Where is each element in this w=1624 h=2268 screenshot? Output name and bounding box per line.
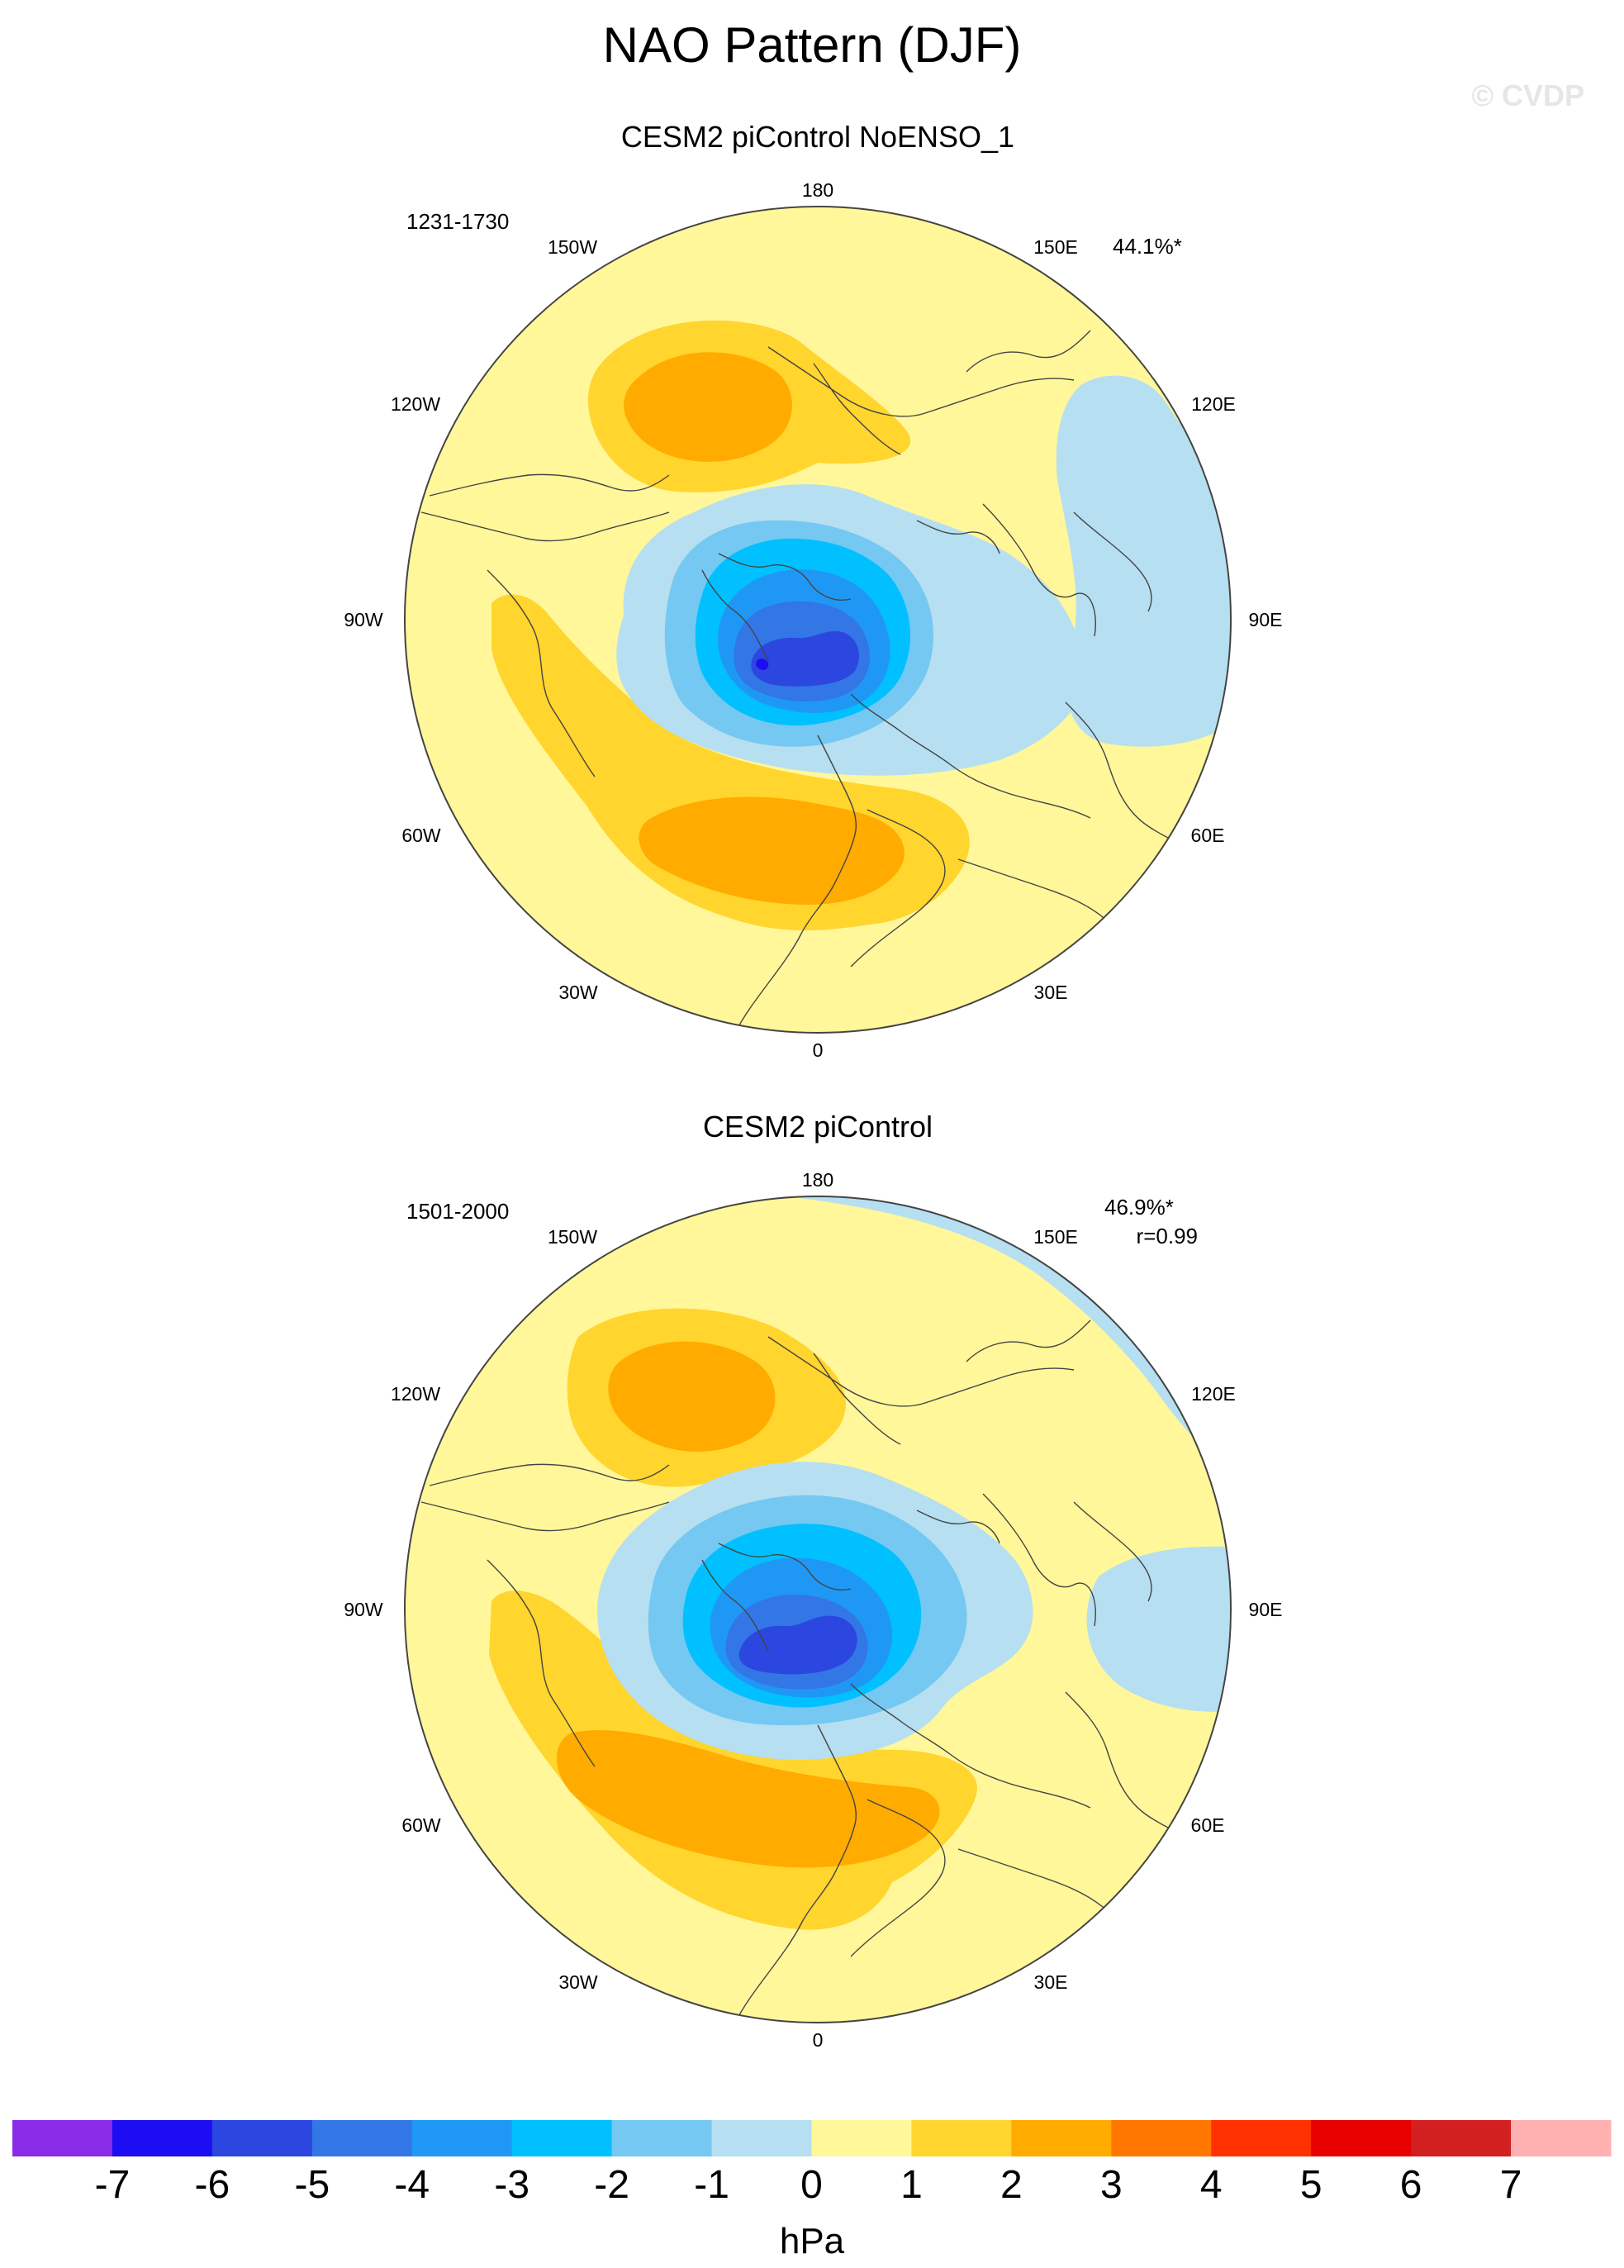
lon-label-30w: 30W	[558, 982, 598, 1003]
lon-label-180: 180	[802, 179, 833, 201]
slp-contour-field	[405, 207, 1231, 1033]
colorbar-tick-label: 4	[1200, 2163, 1223, 2207]
colorbar-tick-label: 2	[1000, 2163, 1023, 2207]
lon-label-120w: 120W	[391, 1383, 440, 1405]
map-boundary	[404, 1196, 1232, 2023]
lon-label-120w: 120W	[391, 393, 440, 415]
colorbar-swatch	[411, 2120, 513, 2156]
colorbar-swatch	[311, 2120, 413, 2156]
lon-label-30e: 30E	[1034, 1971, 1068, 1993]
lon-label-90w: 90W	[344, 609, 383, 630]
colorbar-swatch	[911, 2120, 1012, 2156]
colorbar-swatch	[1111, 2120, 1212, 2156]
colorbar-tick-label: -2	[594, 2163, 629, 2207]
lon-label-150w: 150W	[548, 236, 597, 258]
colorbar-tick-label: -4	[394, 2163, 430, 2207]
colorbar-tick-label: 3	[1100, 2163, 1123, 2207]
colorbar-swatch	[211, 2120, 313, 2156]
colorbar-swatch	[1211, 2120, 1312, 2156]
map-panel-bottom: CESM2 piControl 1501-2000 46.9%* r=0.99 …	[344, 1110, 1282, 2051]
lon-label-60w: 60W	[401, 1814, 441, 1836]
panel-subtitle: CESM2 piControl NoENSO_1	[621, 120, 1014, 154]
colorbar: -7 -6 -5 -4 -3 -2 -1 0 1 2 3 4 5 6 7 hPa	[12, 2120, 1612, 2261]
colorbar-tick-label: 0	[800, 2163, 823, 2207]
lon-label-150w: 150W	[548, 1226, 597, 1248]
colorbar-tick-label: -1	[694, 2163, 729, 2207]
lon-label-60e: 60E	[1191, 1814, 1225, 1836]
colorbar-tick-label: -7	[95, 2163, 131, 2207]
lon-label-30w: 30W	[558, 1971, 598, 1993]
lon-label-90w: 90W	[344, 1599, 383, 1620]
watermark: © CVDP	[1471, 78, 1584, 112]
lon-label-30e: 30E	[1034, 982, 1068, 1003]
panel-subtitle: CESM2 piControl	[703, 1110, 933, 1144]
lon-label-150e: 150E	[1033, 236, 1078, 258]
colorbar-swatch	[12, 2120, 113, 2156]
lon-label-60w: 60W	[401, 825, 441, 846]
lon-label-60e: 60E	[1191, 825, 1225, 846]
colorbar-tick-label: 6	[1400, 2163, 1422, 2207]
colorbar-swatch	[811, 2120, 912, 2156]
lon-label-180: 180	[802, 1169, 833, 1191]
colorbar-units: hPa	[780, 2221, 845, 2261]
pattern-correlation-label: r=0.99	[1137, 1224, 1198, 1248]
colorbar-swatch	[711, 2120, 812, 2156]
colorbar-tick-label: -5	[294, 2163, 330, 2207]
colorbar-tick-label: 7	[1500, 2163, 1522, 2207]
colorbar-tick-label: 5	[1300, 2163, 1322, 2207]
colorbar-swatch	[1011, 2120, 1112, 2156]
figure-title: NAO Pattern (DJF)	[603, 17, 1022, 73]
colorbar-swatch	[1411, 2120, 1512, 2156]
colorbar-swatch	[1311, 2120, 1412, 2156]
period-label: 1231-1730	[406, 209, 509, 234]
colorbar-swatch	[1511, 2120, 1612, 2156]
colorbar-tick-label: -3	[494, 2163, 529, 2207]
lon-label-120e: 120E	[1191, 393, 1236, 415]
lon-label-90e: 90E	[1249, 609, 1283, 630]
colorbar-tick-label: 1	[900, 2163, 923, 2207]
variance-explained-label: 44.1%*	[1113, 234, 1182, 259]
colorbar-swatch	[112, 2120, 213, 2156]
lon-label-0: 0	[813, 1039, 824, 1061]
colorbar-swatch	[511, 2120, 613, 2156]
lon-label-90e: 90E	[1249, 1599, 1283, 1620]
colorbar-tick-label: -6	[195, 2163, 230, 2207]
slp-contour-field	[405, 1196, 1231, 2023]
lon-label-150e: 150E	[1033, 1226, 1078, 1248]
map-boundary	[404, 206, 1232, 1034]
colorbar-swatch	[611, 2120, 713, 2156]
lon-label-0: 0	[813, 2029, 824, 2051]
period-label: 1501-2000	[406, 1199, 509, 1224]
variance-explained-label: 46.9%*	[1104, 1195, 1174, 1220]
lon-label-120e: 120E	[1191, 1383, 1236, 1405]
map-panel-top: CESM2 piControl NoENSO_1 1231-1730 44.1%…	[344, 120, 1282, 1061]
